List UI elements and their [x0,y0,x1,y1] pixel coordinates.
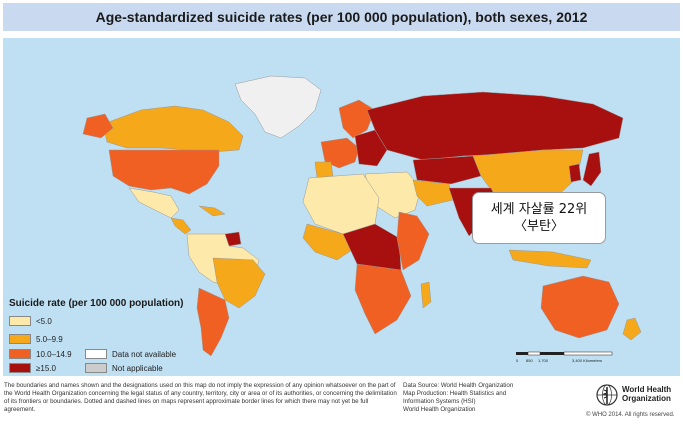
region-russia [366,91,624,161]
region-southern-africa [354,263,412,335]
region-mexico [128,187,180,219]
legend-item-no-data: Data not available [85,349,176,359]
who-name: World Health Organization [622,385,671,403]
region-east-africa [396,211,430,271]
map-svg [82,75,642,357]
region-greenland [234,75,322,139]
scale-tick: 850 [526,358,533,363]
region-scandinavia [338,99,376,139]
data-source: Data Source: World Health Organization M… [403,382,553,414]
legend-item-gte15: ≥15.0 [9,363,56,373]
region-southern-cone [196,287,230,357]
who-logo-icon [596,384,618,406]
legend-label: <5.0 [36,316,52,326]
title-bar: Age-standardized suicide rates (per 100 … [3,3,680,31]
bhutan-callout: 세계 자살률 22위 〈부탄〉 [472,192,606,244]
callout-country-text: 〈부탄〉 [514,219,564,234]
legend-swatch [9,334,31,344]
legend-swatch [85,349,107,359]
region-japan [582,151,602,187]
scale-tick: 3,400 Kilometers [572,358,602,363]
region-korea [568,163,582,183]
scale-bar: 0 850 1,700 3,400 Kilometers [516,351,613,363]
legend-label: 5.0–9.9 [36,334,63,344]
region-kazakhstan [412,155,482,185]
disclaimer-text: The boundaries and names shown and the d… [4,382,397,413]
who-name-line1: World Health [622,385,672,394]
source-line: Map Production: Health Statistics and [403,390,507,397]
callout-rank-text: 세계 자살률 22위 [490,202,588,217]
region-madagascar [420,281,432,309]
legend-item-not-applicable: Not applicable [85,363,163,373]
legend-swatch [9,349,31,359]
legend-swatch [9,363,31,373]
region-alaska [82,113,114,139]
legend-item-lt5: <5.0 [9,316,52,326]
legend: Suicide rate (per 100 000 population) <5… [5,297,200,375]
region-usa [108,149,220,195]
legend-label: 10.0–14.9 [36,349,72,359]
copyright: © WHO 2014. All rights reserved. [586,412,675,418]
scale-tick: 1,700 [538,358,549,363]
legend-swatch [9,316,31,326]
region-central-america [170,217,192,235]
legend-label: Data not available [112,349,177,359]
map-title: Age-standardized suicide rates (per 100 … [95,9,588,25]
region-caribbean [198,205,226,217]
scale-tick: 0 [516,358,519,363]
region-australia [540,275,620,339]
legend-title: Suicide rate (per 100 000 population) [9,298,184,309]
region-iberia [314,161,334,179]
legend-swatch [85,363,107,373]
region-eastern-europe [354,129,388,167]
legend-label: ≥15.0 [36,363,56,373]
legend-item-5-9: 5.0–9.9 [9,334,63,344]
who-name-line2: Organization [622,394,671,403]
region-north-africa [302,173,380,235]
legend-item-10-14: 10.0–14.9 [9,349,72,359]
region-central-asia [412,179,454,207]
region-brazil [212,257,266,309]
source-line: World Health Organization [403,406,476,413]
region-canada [102,105,244,153]
legend-label: Not applicable [112,363,163,373]
source-line: Information Systems (HSI) [403,398,476,405]
region-new-zealand [622,317,642,341]
region-indonesia [508,249,592,269]
source-line: Data Source: World Health Organization [403,382,514,389]
